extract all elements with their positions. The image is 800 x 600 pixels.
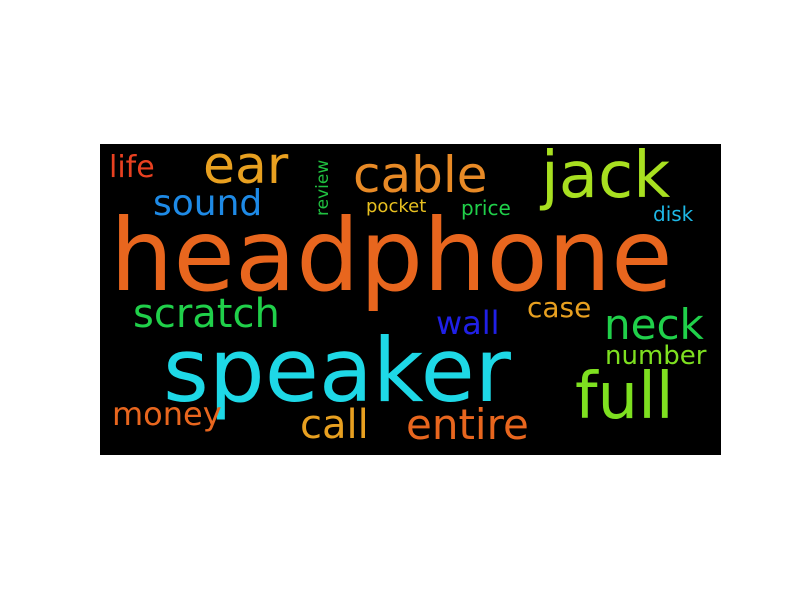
word-review: review [313, 159, 333, 216]
word-scratch: scratch [133, 291, 280, 337]
word-case: case [527, 291, 592, 324]
word-headphone: headphone [110, 197, 673, 314]
word-cloud-canvas: headphone speaker jack cable ear full ne… [100, 144, 721, 455]
word-ear: ear [203, 144, 289, 196]
word-neck: neck [604, 300, 704, 349]
word-speaker: speaker [163, 319, 511, 422]
word-jack: jack [541, 144, 671, 213]
word-wall: wall [436, 304, 500, 342]
word-life: life [109, 150, 155, 185]
word-money: money [112, 395, 222, 433]
word-disk: disk [653, 202, 694, 226]
word-number: number [605, 341, 707, 371]
word-price: price [461, 196, 511, 220]
word-entire: entire [406, 400, 529, 449]
word-cable: cable [353, 146, 488, 204]
word-call: call [300, 402, 369, 448]
word-full: full [575, 360, 674, 434]
word-pocket: pocket [366, 196, 427, 217]
word-sound: sound [153, 183, 263, 224]
